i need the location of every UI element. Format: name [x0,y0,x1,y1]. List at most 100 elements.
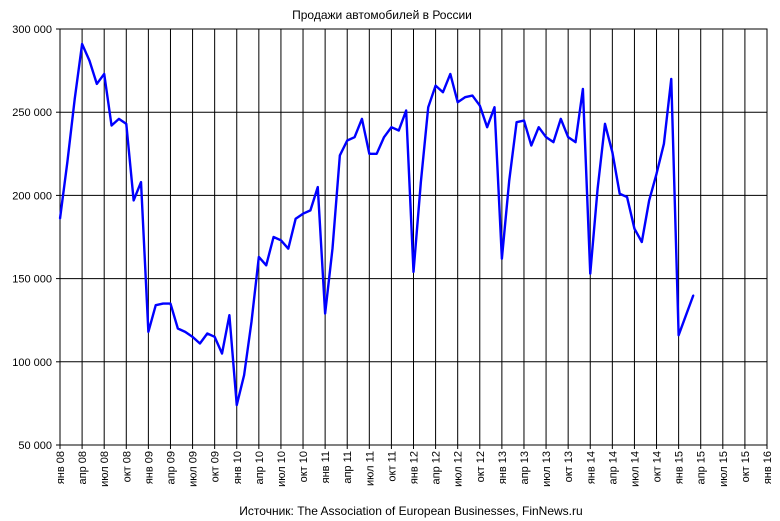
x-tick-label: апр 08 [77,451,89,484]
y-tick-label: 150 000 [12,274,52,286]
x-tick-label: июл 09 [188,451,200,487]
data-point [235,404,238,406]
data-point [692,294,695,297]
data-point [361,117,363,120]
data-point [95,83,98,85]
data-point [449,73,452,75]
x-tick-label: окт 11 [386,451,398,482]
data-point [648,199,651,202]
data-point [147,330,150,333]
data-point [523,119,525,122]
data-point [73,97,76,100]
data-point [206,332,209,335]
x-tick-label: окт 15 [740,451,752,482]
data-point [272,236,275,238]
data-point [589,272,592,275]
data-point [81,43,83,45]
data-point [567,136,570,139]
data-point [316,186,319,188]
data-point [250,320,253,323]
data-point [280,239,282,242]
data-point [611,151,614,154]
x-tick-label: окт 13 [563,451,575,482]
data-point [132,199,135,202]
data-point [486,126,489,129]
data-point [633,227,636,230]
data-point [397,129,400,132]
data-point [640,241,643,243]
data-point [162,302,165,305]
data-point [191,335,194,338]
x-tick-label: июл 13 [541,451,553,487]
y-tick-label: 250 000 [12,107,52,119]
data-point [154,304,157,307]
data-point [353,136,356,139]
data-point [368,152,371,155]
data-point [125,122,128,125]
x-tick-label: янв 08 [55,451,67,484]
data-point [110,124,113,127]
data-point [500,257,503,260]
axis-layer: 50 000 100 000 150 000 200 000 250 000 300 00… [12,24,774,487]
y-tick-label: 200 000 [12,190,52,202]
x-tick-label: июл 10 [276,451,288,487]
data-point [618,192,621,195]
data-point [427,106,430,109]
data-point [663,142,665,145]
data-point [552,141,555,144]
data-point [596,187,599,190]
data-point [338,154,341,157]
data-point [412,271,415,273]
data-point [434,84,437,87]
data-point [677,334,680,337]
data-point [545,136,547,139]
data-point [515,121,518,124]
x-tick-label: июл 14 [629,451,641,487]
x-tick-label: апр 12 [431,451,443,484]
data-point [265,264,268,267]
data-point [442,91,444,94]
x-tick-label: июл 12 [453,451,465,487]
x-tick-label: окт 14 [652,451,664,482]
data-point [456,101,459,104]
x-tick-label: апр 11 [342,451,354,484]
data-point [118,117,120,120]
data-point [559,117,562,120]
data-point [59,217,61,220]
data-point [324,312,327,315]
x-tick-label: апр 10 [254,451,266,484]
data-point [375,152,378,155]
x-tick-label: янв 14 [585,451,597,484]
x-tick-label: апр 09 [165,451,177,484]
x-tick-label: янв 13 [497,451,509,484]
data-point [331,247,334,250]
data-point [184,330,187,333]
data-point [405,109,408,112]
data-point [493,106,496,109]
data-point [199,342,201,345]
x-tick-label: янв 16 [762,451,774,484]
x-tick-label: июл 15 [718,451,730,487]
x-tick-label: июл 08 [99,451,111,487]
data-point [103,73,106,75]
data-point [574,141,577,144]
x-tick-label: окт 10 [298,451,310,482]
data-point [169,302,172,305]
data-point [221,352,223,355]
data-point [508,179,511,182]
grid-layer [59,28,768,446]
data-point [257,256,260,258]
data-point [243,374,246,377]
x-tick-label: янв 15 [674,451,686,484]
data-point [530,144,533,147]
x-tick-label: окт 09 [210,451,222,482]
x-tick-label: янв 11 [320,451,332,483]
data-point [176,327,179,330]
data-point [287,247,290,250]
data-point [383,136,385,139]
data-point [346,139,349,142]
x-tick-label: янв 12 [409,451,421,484]
data-point [228,314,231,317]
